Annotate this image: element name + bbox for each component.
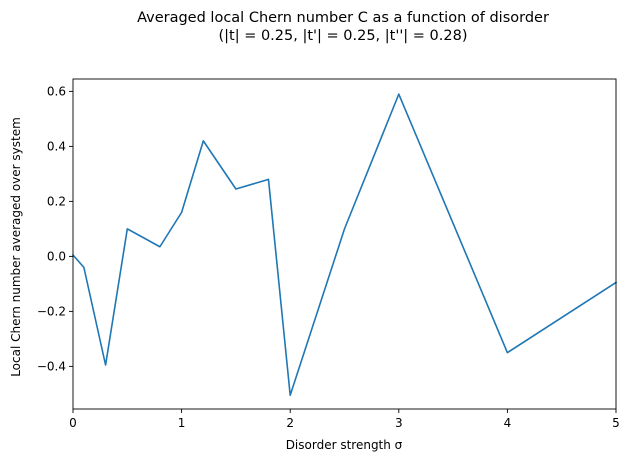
x-axis-label: Disorder strength σ xyxy=(286,438,403,452)
x-tick-label: 2 xyxy=(286,416,294,430)
series-line-0 xyxy=(71,93,618,397)
axes-frame xyxy=(72,78,617,410)
y-tick-label: 0.2 xyxy=(47,194,66,208)
y-tick-label: −0.2 xyxy=(37,304,66,318)
x-tick-label: 0 xyxy=(69,416,77,430)
y-tick-label: 0.4 xyxy=(47,139,66,153)
chart-title-line2: (|t| = 0.25, |t'| = 0.25, |t''| = 0.28) xyxy=(218,28,467,44)
y-tick-label: −0.4 xyxy=(37,359,66,373)
y-tick-label: 0.6 xyxy=(47,84,66,98)
y-axis-label: Local Chern number averaged over system xyxy=(9,117,23,377)
plot-area: 0 1 2 3 4 5 −0.4 −0.2 0.0 0.2 0.4 0.6 xyxy=(37,78,620,430)
x-tick-label: 4 xyxy=(504,416,512,430)
x-tick-label: 3 xyxy=(395,416,403,430)
y-tick-label: 0.0 xyxy=(47,249,66,263)
x-tick-label: 1 xyxy=(178,416,186,430)
chart-title-line1: Averaged local Chern number C as a funct… xyxy=(137,10,549,26)
x-tick-label: 5 xyxy=(612,416,620,430)
